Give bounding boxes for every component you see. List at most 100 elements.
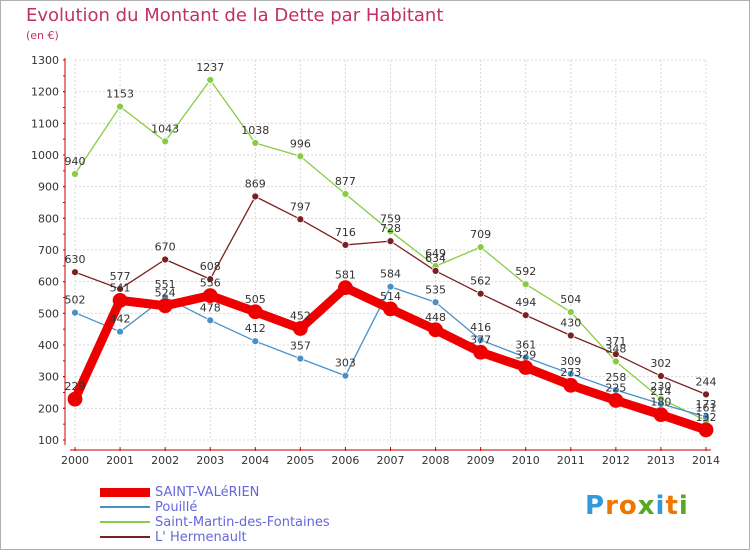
data-point xyxy=(431,298,440,307)
data-label: 214 xyxy=(650,385,671,398)
data-point xyxy=(296,215,305,224)
data-label: 556 xyxy=(200,277,221,290)
x-tick-label: 2005 xyxy=(286,454,314,467)
x-tick-label: 2001 xyxy=(106,454,134,467)
logo-letter: i xyxy=(655,491,666,521)
data-point xyxy=(611,350,620,359)
x-tick-label: 2004 xyxy=(241,454,269,467)
data-label: 161 xyxy=(696,402,717,415)
data-point xyxy=(251,139,260,147)
data-label: 273 xyxy=(560,366,581,379)
data-label: 797 xyxy=(290,200,311,213)
data-label: 514 xyxy=(380,290,401,303)
data-point xyxy=(566,308,575,316)
data-point xyxy=(112,292,128,308)
x-tick-label: 2011 xyxy=(557,454,585,467)
data-point xyxy=(428,322,443,338)
legend-swatch-hermenault xyxy=(100,536,150,538)
data-label: 180 xyxy=(650,396,671,409)
y-tick-label: 200 xyxy=(38,402,59,415)
data-label: 716 xyxy=(335,226,356,239)
x-tick-label: 2012 xyxy=(602,454,630,467)
x-tick-label: 2007 xyxy=(377,454,405,467)
data-label: 577 xyxy=(110,270,131,283)
data-label: 709 xyxy=(470,228,491,241)
y-tick-label: 100 xyxy=(38,434,59,447)
logo-letter: t xyxy=(665,491,679,521)
data-label: 1038 xyxy=(241,124,269,137)
data-point xyxy=(247,304,263,320)
y-tick-label: 1100 xyxy=(31,117,59,130)
data-label: 416 xyxy=(470,321,491,334)
data-point xyxy=(206,76,215,84)
data-point xyxy=(431,266,440,275)
data-label: 869 xyxy=(245,177,266,190)
legend-label-pouille: Pouillé xyxy=(155,500,198,515)
data-point xyxy=(116,102,124,111)
data-point xyxy=(611,357,620,366)
data-label: 371 xyxy=(605,335,626,348)
data-label: 448 xyxy=(425,311,446,324)
data-label: 535 xyxy=(425,283,446,296)
data-label: 524 xyxy=(155,287,176,300)
data-point xyxy=(251,192,260,201)
data-label: 229 xyxy=(65,380,86,393)
y-tick-label: 500 xyxy=(38,307,59,320)
data-label: 592 xyxy=(515,265,536,278)
data-label: 502 xyxy=(65,294,86,307)
data-point xyxy=(341,190,350,198)
data-label: 230 xyxy=(650,380,671,393)
data-point xyxy=(296,152,305,161)
data-point xyxy=(521,280,530,289)
data-label: 649 xyxy=(425,247,446,260)
y-tick-label: 1200 xyxy=(31,86,59,99)
data-label: 348 xyxy=(605,342,626,355)
data-label: 361 xyxy=(515,338,536,351)
data-point xyxy=(206,316,215,325)
legend-label-saint-valerien: SAINT-VALéRIEN xyxy=(155,485,260,500)
data-label: 258 xyxy=(605,371,626,384)
data-label: 1237 xyxy=(196,61,224,74)
data-label: 173 xyxy=(696,398,717,411)
y-tick-label: 900 xyxy=(38,181,59,194)
data-point xyxy=(473,344,489,360)
data-point xyxy=(521,311,530,320)
data-point xyxy=(518,360,534,375)
x-tick-label: 2008 xyxy=(422,454,450,467)
logo-letter: o xyxy=(618,491,638,521)
data-label: 670 xyxy=(155,241,176,254)
x-tick-label: 2013 xyxy=(647,454,675,467)
y-tick-label: 400 xyxy=(38,339,59,352)
data-label: 551 xyxy=(155,278,176,291)
x-tick-label: 2014 xyxy=(692,454,720,467)
data-label: 452 xyxy=(290,310,311,323)
data-label: 430 xyxy=(560,317,581,330)
data-label: 329 xyxy=(515,348,536,361)
chart-subtitle: (en €) xyxy=(26,29,59,42)
data-point xyxy=(338,280,353,296)
data-label: 442 xyxy=(110,313,131,326)
data-label: 303 xyxy=(335,357,356,370)
data-point xyxy=(657,372,665,380)
x-tick-label: 2009 xyxy=(467,454,495,467)
data-point xyxy=(341,241,350,249)
data-label: 132 xyxy=(696,411,717,424)
data-label: 562 xyxy=(470,275,491,288)
data-point xyxy=(386,282,395,291)
data-label: 608 xyxy=(200,260,221,273)
data-label: 759 xyxy=(380,212,401,225)
data-point xyxy=(476,289,485,298)
data-point xyxy=(67,391,83,407)
data-point xyxy=(702,390,710,399)
data-point xyxy=(206,275,215,284)
data-label: 225 xyxy=(605,381,626,394)
y-tick-label: 1000 xyxy=(31,149,59,162)
data-label: 630 xyxy=(65,253,86,266)
logo-letter: x xyxy=(637,491,656,521)
y-tick-label: 300 xyxy=(38,371,59,384)
data-point xyxy=(341,371,350,380)
x-tick-label: 2000 xyxy=(61,454,89,467)
data-point xyxy=(116,327,124,336)
data-label: 877 xyxy=(335,175,356,188)
